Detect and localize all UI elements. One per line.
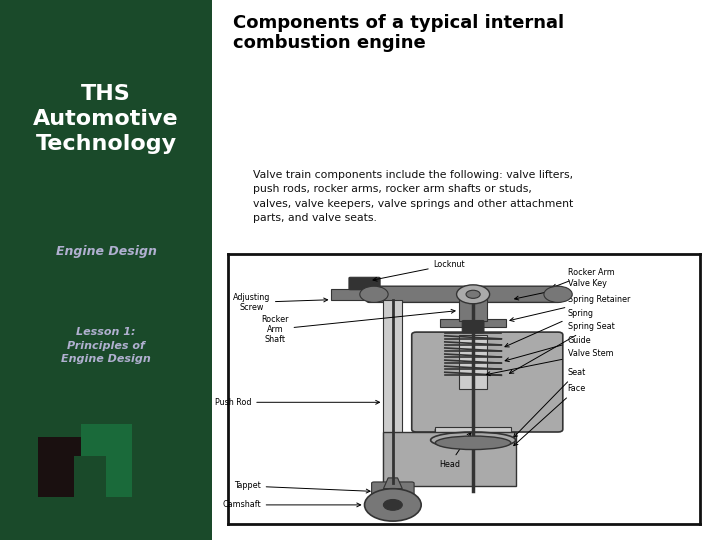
Text: Rocker
Arm
Shaft: Rocker Arm Shaft [261, 309, 455, 345]
Circle shape [544, 286, 572, 302]
FancyBboxPatch shape [440, 319, 506, 327]
Text: Tappet: Tappet [234, 482, 370, 493]
FancyBboxPatch shape [412, 332, 563, 432]
FancyBboxPatch shape [331, 289, 374, 300]
FancyBboxPatch shape [349, 277, 380, 289]
FancyBboxPatch shape [384, 300, 402, 483]
FancyBboxPatch shape [459, 289, 487, 321]
FancyBboxPatch shape [459, 335, 487, 389]
Ellipse shape [436, 436, 511, 449]
Text: Engine Design: Engine Design [55, 245, 157, 258]
Text: Push Rod: Push Rod [215, 398, 379, 407]
Text: Seat: Seat [513, 368, 586, 437]
Circle shape [384, 500, 402, 510]
FancyBboxPatch shape [436, 427, 511, 448]
Text: Spring Seat: Spring Seat [510, 322, 614, 373]
Circle shape [456, 285, 490, 303]
FancyBboxPatch shape [462, 321, 484, 333]
FancyBboxPatch shape [384, 432, 516, 486]
Polygon shape [384, 478, 402, 489]
Text: Guide: Guide [505, 336, 591, 362]
Text: Valve Key: Valve Key [515, 279, 606, 300]
Text: Valve train components include the following: valve lifters,
push rods, rocker a: Valve train components include the follo… [253, 170, 573, 224]
Text: Rocker Arm: Rocker Arm [552, 268, 614, 288]
FancyBboxPatch shape [436, 373, 511, 381]
Text: Adjusting
Screw: Adjusting Screw [233, 293, 328, 312]
Text: Camshaft: Camshaft [222, 501, 361, 509]
Text: Face: Face [514, 384, 586, 445]
Circle shape [466, 290, 480, 298]
Text: Components of a typical internal
combustion engine: Components of a typical internal combust… [233, 14, 564, 52]
Polygon shape [38, 437, 107, 497]
Text: Locknut: Locknut [373, 260, 465, 281]
Circle shape [360, 286, 388, 302]
Polygon shape [81, 424, 132, 497]
Text: Valve Stem: Valve Stem [486, 349, 613, 376]
Text: THS
Automotive
Technology: THS Automotive Technology [33, 84, 179, 153]
Text: Lesson 1:
Principles of
Engine Design: Lesson 1: Principles of Engine Design [61, 327, 151, 364]
Text: Head: Head [439, 433, 471, 469]
Circle shape [364, 489, 421, 521]
Text: Spring: Spring [505, 309, 593, 347]
Text: Spring Retainer: Spring Retainer [510, 295, 630, 321]
FancyBboxPatch shape [372, 482, 414, 501]
FancyBboxPatch shape [367, 286, 560, 302]
